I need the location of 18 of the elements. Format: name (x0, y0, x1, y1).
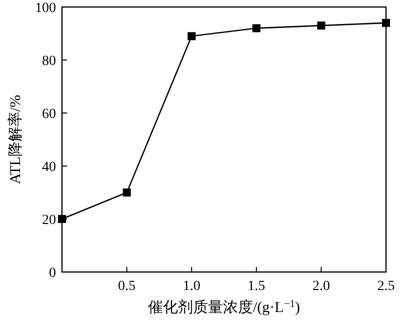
x-tick-label: 2.0 (312, 279, 330, 294)
point (188, 32, 196, 40)
y-tick-label: 80 (42, 54, 56, 69)
y-tick-label: 20 (42, 213, 56, 228)
point (252, 24, 260, 32)
y-tick-label: 60 (42, 107, 56, 122)
x-tick-label: 2.5 (377, 279, 395, 294)
x-axis-title: 催化剂质量浓度/(g·L$^{−1}$) (148, 298, 300, 316)
x-tick-label: 1.5 (248, 279, 266, 294)
y-axis-title: ATL降解率/% (7, 94, 24, 184)
y-tick-label: 40 (42, 160, 56, 175)
y-tick-label: 100 (35, 1, 56, 16)
x-tick-label: 0.5 (118, 279, 136, 294)
point (317, 22, 326, 30)
point (382, 18, 390, 27)
y-tick-label: 0 (49, 266, 56, 281)
x-tick-label: 1.0 (182, 279, 200, 294)
point (122, 188, 131, 196)
